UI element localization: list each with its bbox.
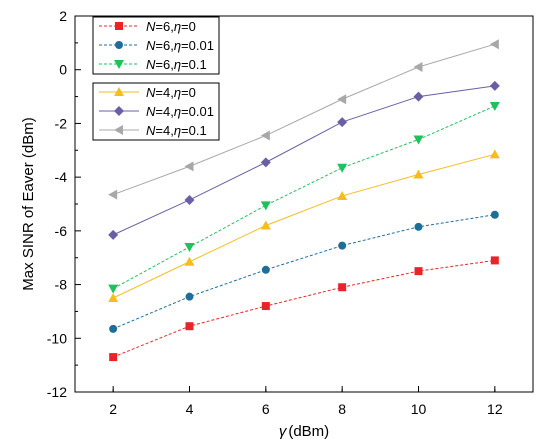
x-tick-label: 8 <box>338 401 346 417</box>
legend-label: N=6,η=0.01 <box>146 38 214 53</box>
data-point <box>260 201 271 211</box>
legend-item-3: N=4,η=0 <box>99 85 196 100</box>
data-point <box>261 302 270 311</box>
data-point <box>337 94 347 105</box>
series-3 <box>108 149 500 302</box>
legend-marker <box>114 125 123 135</box>
data-point <box>338 241 347 250</box>
data-point <box>490 256 499 265</box>
data-point <box>184 194 195 205</box>
axis-ticks: 2 4 6 8 10 12 -12 -10 -8 -6 -4 -2 0 2 <box>47 8 503 417</box>
legend-item-2: N=6,η=0.1 <box>99 57 207 72</box>
legend-marker <box>115 41 123 49</box>
data-point <box>413 169 424 179</box>
data-point <box>413 91 424 102</box>
data-point <box>489 101 500 111</box>
x-axis-label: γ (dBm) <box>279 423 329 440</box>
x-tick-label: 6 <box>262 401 270 417</box>
series-line <box>112 105 496 290</box>
data-point <box>108 229 119 240</box>
legend-item-0: N=6,η=0 <box>99 19 196 34</box>
series-line <box>112 43 495 196</box>
data-point <box>261 265 270 274</box>
y-tick-label: -12 <box>47 384 67 400</box>
x-tick-label: 2 <box>109 401 117 417</box>
data-point <box>184 242 195 252</box>
series-layer <box>108 39 500 362</box>
data-point <box>260 157 271 168</box>
series-line <box>112 85 495 236</box>
y-axis-label: Max SINR of Eaver (dBm) <box>20 117 37 290</box>
legend-label: N=4,η=0 <box>146 85 196 100</box>
data-point <box>184 256 195 266</box>
legend-label: N=6,η=0 <box>146 19 196 34</box>
legend: N=6,η=0 N=6,η=0.01 N=6,η=0.1 N=4,η=0 N=4,η=0… <box>99 19 214 138</box>
data-point <box>108 284 119 294</box>
legend-label: N=6,η=0.1 <box>146 57 207 72</box>
data-point <box>185 292 194 301</box>
data-point <box>184 161 194 172</box>
data-point <box>260 220 271 230</box>
series-line <box>112 153 495 299</box>
legend-label: N=4,η=0.01 <box>146 104 214 119</box>
legend-label: N=4,η=0.1 <box>146 123 207 138</box>
x-tick-label: 12 <box>487 401 503 417</box>
y-tick-label: 0 <box>59 62 67 78</box>
data-point <box>413 62 423 73</box>
legend-item-1: N=6,η=0.01 <box>99 38 214 53</box>
legend-marker <box>114 60 124 69</box>
data-point <box>108 189 118 200</box>
data-point <box>489 149 500 159</box>
series-0 <box>109 256 499 362</box>
data-point <box>185 322 194 331</box>
series-line <box>112 259 495 358</box>
x-tick-label: 10 <box>411 401 427 417</box>
legend-item-5: N=4,η=0.1 <box>99 123 207 138</box>
legend-item-4: N=4,η=0.01 <box>99 104 214 119</box>
series-5 <box>108 39 499 200</box>
data-point <box>489 80 500 91</box>
y-tick-label: -2 <box>55 115 68 131</box>
data-point <box>109 324 118 333</box>
legend-marker <box>114 87 124 96</box>
y-tick-label: -8 <box>55 277 68 293</box>
y-tick-label: -4 <box>55 169 68 185</box>
data-point <box>414 222 423 231</box>
data-point <box>337 163 348 173</box>
series-line <box>112 214 495 330</box>
data-point <box>338 283 347 292</box>
data-point <box>337 190 348 200</box>
data-point <box>337 117 348 128</box>
legend-marker <box>114 106 124 116</box>
series-4 <box>108 80 500 240</box>
data-point <box>108 293 119 302</box>
data-point <box>260 130 270 141</box>
y-tick-label: 2 <box>59 8 67 24</box>
x-tick-label: 4 <box>186 401 194 417</box>
data-point <box>489 39 499 50</box>
series-1 <box>109 210 499 333</box>
y-tick-label: -6 <box>55 223 68 239</box>
data-point <box>413 135 424 145</box>
legend-marker <box>115 22 123 30</box>
series-2 <box>108 101 500 294</box>
y-tick-label: -10 <box>47 330 67 346</box>
data-point <box>490 210 499 219</box>
x-axis-label-symbol: γ <box>279 423 288 440</box>
data-point <box>109 353 118 362</box>
x-axis-label-unit: (dBm) <box>288 423 329 440</box>
data-point <box>414 267 423 276</box>
